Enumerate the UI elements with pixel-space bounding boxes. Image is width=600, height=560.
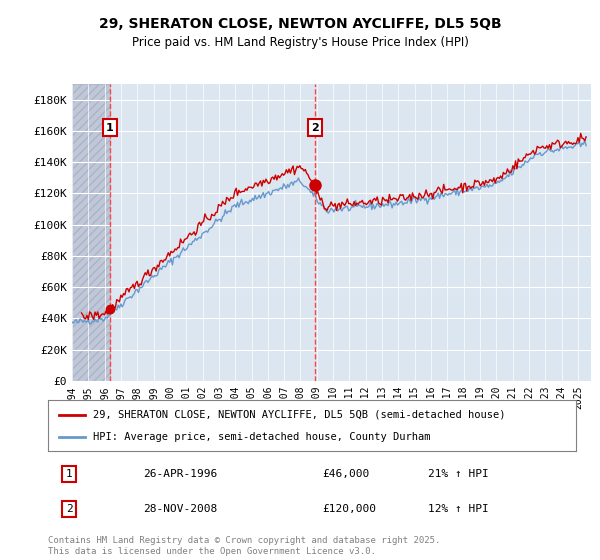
Text: Price paid vs. HM Land Registry's House Price Index (HPI): Price paid vs. HM Land Registry's House … — [131, 36, 469, 49]
Text: 29, SHERATON CLOSE, NEWTON AYCLIFFE, DL5 5QB: 29, SHERATON CLOSE, NEWTON AYCLIFFE, DL5… — [98, 17, 502, 31]
Text: £120,000: £120,000 — [323, 504, 377, 514]
Text: 28-NOV-2008: 28-NOV-2008 — [143, 504, 217, 514]
Text: 2: 2 — [311, 123, 319, 133]
Text: £46,000: £46,000 — [323, 469, 370, 479]
Text: 26-APR-1996: 26-APR-1996 — [143, 469, 217, 479]
Bar — [72, 84, 110, 381]
Text: HPI: Average price, semi-detached house, County Durham: HPI: Average price, semi-detached house,… — [93, 432, 430, 442]
Text: 2: 2 — [66, 504, 73, 514]
Text: 21% ↑ HPI: 21% ↑ HPI — [428, 469, 489, 479]
Text: 1: 1 — [66, 469, 73, 479]
Text: 1: 1 — [106, 123, 114, 133]
Bar — [72, 84, 110, 381]
Text: 12% ↑ HPI: 12% ↑ HPI — [428, 504, 489, 514]
Text: 29, SHERATON CLOSE, NEWTON AYCLIFFE, DL5 5QB (semi-detached house): 29, SHERATON CLOSE, NEWTON AYCLIFFE, DL5… — [93, 409, 505, 419]
Text: Contains HM Land Registry data © Crown copyright and database right 2025.
This d: Contains HM Land Registry data © Crown c… — [48, 536, 440, 556]
